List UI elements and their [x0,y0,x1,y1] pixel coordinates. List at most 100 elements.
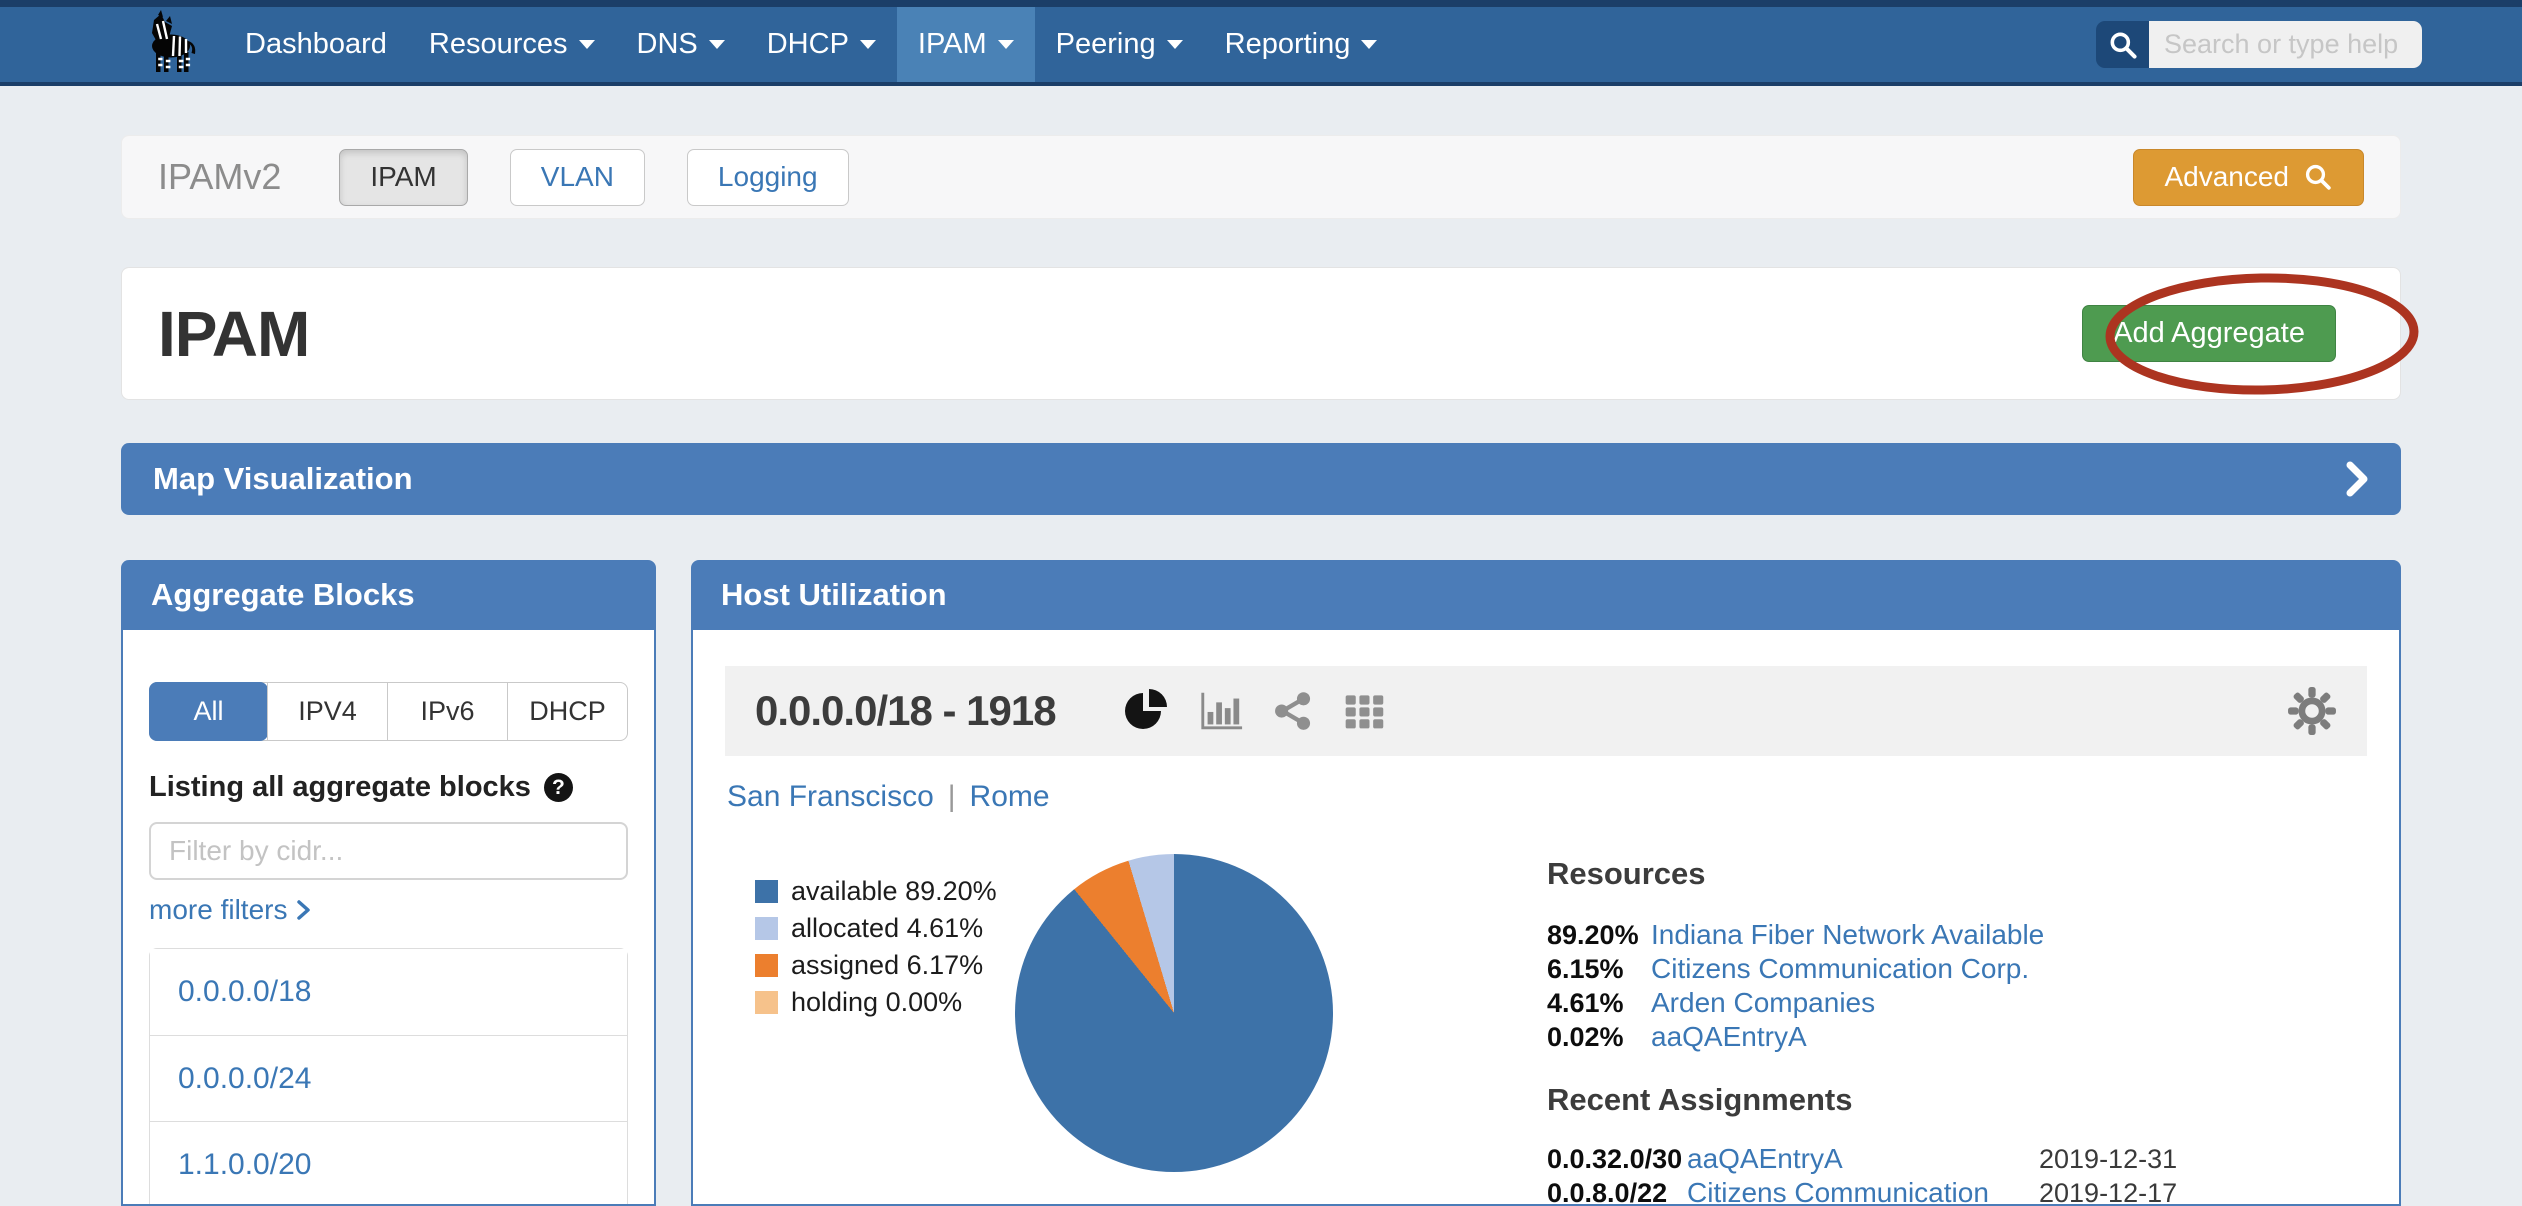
nav-item-resources[interactable]: Resources [408,7,616,82]
aggregate-blocks-body: All IPV4 IPv6 DHCP Listing all aggregate… [121,630,656,1206]
chevron-down-icon [998,40,1014,49]
host-utilization-header: Host Utilization [691,560,2401,630]
share-view-button[interactable] [1272,690,1314,732]
host-utilization-body: 0.0.0.0/18 - 1918 [691,630,2401,1206]
legend-swatch [755,991,778,1014]
advanced-search-button[interactable]: Advanced [2133,149,2364,206]
resource-link[interactable]: Citizens Communication Corp. [1651,952,2367,986]
chevron-down-icon [1167,40,1183,49]
page-title: IPAM [158,297,309,371]
table-row: 6.15% Citizens Communication Corp. [1547,952,2367,986]
search-icon [2303,162,2333,192]
tab-dhcp[interactable]: DHCP [507,683,627,740]
location-links: San Franscisco | Rome [725,780,2367,814]
search-input[interactable] [2149,21,2422,68]
chevron-down-icon [709,40,725,49]
pie-chart-view-button[interactable] [1122,687,1170,735]
table-row: 0.0.32.0/30 aaQAEntryA 2019-12-31 [1547,1142,2367,1176]
list-item[interactable]: 0.0.0.0/18 [150,949,627,1035]
location-link-san-franscisco[interactable]: San Franscisco [727,780,934,814]
aggregate-list: 0.0.0.0/18 0.0.0.0/24 1.1.0.0/20 1.1.1.0… [149,948,628,1206]
utilization-pie [1015,854,1333,1172]
assignment-date: 2019-12-17 [2039,1176,2367,1206]
cidr-filter-input[interactable] [149,822,628,880]
aggregate-filter-tabs: All IPV4 IPv6 DHCP [149,682,628,741]
toggle-logging-button[interactable]: Logging [687,149,849,206]
chevron-right-icon [2345,461,2369,497]
chevron-down-icon [579,40,595,49]
search-button[interactable] [2096,21,2149,68]
table-row: 0.02% aaQAEntryA [1547,1020,2367,1054]
main-nav: Dashboard Resources DNS DHCP IPAM Peerin… [224,7,1398,82]
block-title-bar: 0.0.0.0/18 - 1918 [725,666,2367,756]
nav-item-ipam[interactable]: IPAM [897,7,1035,82]
nav-item-dhcp[interactable]: DHCP [746,7,897,82]
assignment-link[interactable]: Citizens Communication Corp. [1687,1176,2039,1206]
bar-chart-view-button[interactable] [1198,688,1244,734]
tab-all[interactable]: All [149,682,268,741]
bar-chart-icon [1198,688,1244,734]
table-row: 89.20% Indiana Fiber Network Available [1547,918,2367,952]
ipamv2-toolbar: IPAMv2 IPAM VLAN Logging Advanced [121,135,2401,219]
zebra-logo-icon [128,9,200,81]
more-filters-link[interactable]: more filters [149,894,310,926]
chevron-down-icon [860,40,876,49]
legend-swatch [755,917,778,940]
nav-item-dns[interactable]: DNS [616,7,746,82]
legend-item-available: available 89.20% [755,876,1015,907]
nav-item-dashboard[interactable]: Dashboard [224,7,408,82]
search-icon [2107,29,2139,61]
table-row: 4.61% Arden Companies [1547,986,2367,1020]
add-aggregate-button[interactable]: Add Aggregate [2082,305,2336,362]
legend-swatch [755,880,778,903]
share-icon [1272,690,1314,732]
resources-heading: Resources [1547,856,2367,892]
resource-link[interactable]: aaQAEntryA [1651,1020,2367,1054]
legend-item-assigned: assigned 6.17% [755,950,1015,981]
list-item[interactable]: 1.1.0.0/20 [150,1121,627,1206]
resource-link[interactable]: Arden Companies [1651,986,2367,1020]
settings-button[interactable] [2287,686,2337,736]
map-visualization-title: Map Visualization [153,461,413,497]
nav-item-reporting[interactable]: Reporting [1204,7,1399,82]
help-icon[interactable]: ? [544,773,573,802]
chevron-right-icon [297,900,310,920]
legend-swatch [755,954,778,977]
map-visualization-panel[interactable]: Map Visualization [121,443,2401,515]
legend-item-allocated: allocated 4.61% [755,913,1015,944]
link-separator: | [948,780,956,814]
pie-chart-icon [1122,687,1170,735]
resources-rows: 89.20% Indiana Fiber Network Available 6… [1547,918,2367,1054]
legend-item-holding: holding 0.00% [755,987,1015,1018]
grid-view-button[interactable] [1342,689,1386,733]
gear-icon [2287,686,2337,736]
host-utilization-panel: Host Utilization 0.0.0.0/18 - 1918 [691,560,2401,1206]
utilization-chart: available 89.20% allocated 4.61% assigne… [725,854,1547,1206]
chart-legend: available 89.20% allocated 4.61% assigne… [725,876,1015,1206]
toggle-vlan-button[interactable]: VLAN [510,149,645,206]
nav-item-peering[interactable]: Peering [1035,7,1204,82]
aggregate-blocks-header: Aggregate Blocks [121,560,656,630]
aggregate-blocks-panel: Aggregate Blocks All IPV4 IPv6 DHCP List… [121,560,656,1206]
tab-ipv6[interactable]: IPv6 [387,683,507,740]
grid-icon [1342,689,1386,733]
block-title: 0.0.0.0/18 - 1918 [755,687,1056,735]
listing-label: Listing all aggregate blocks ? [149,771,628,804]
top-navbar: Dashboard Resources DNS DHCP IPAM Peerin… [0,0,2522,86]
utilization-details: Resources 89.20% Indiana Fiber Network A… [1547,854,2367,1206]
tab-ipv4[interactable]: IPV4 [267,683,387,740]
recent-assignments-rows: 0.0.32.0/30 aaQAEntryA 2019-12-31 0.0.8.… [1547,1142,2367,1206]
toolbar-title: IPAMv2 [158,156,281,198]
assignment-link[interactable]: aaQAEntryA [1687,1142,2039,1176]
resource-link[interactable]: Indiana Fiber Network Available [1651,918,2367,952]
assignment-date: 2019-12-31 [2039,1142,2367,1176]
location-link-rome[interactable]: Rome [970,780,1050,814]
global-search [2096,21,2422,68]
recent-assignments-heading: Recent Assignments [1547,1082,2367,1118]
toggle-ipam-button[interactable]: IPAM [339,149,467,206]
list-item[interactable]: 0.0.0.0/24 [150,1035,627,1121]
page-header: IPAM Add Aggregate [121,267,2401,400]
chevron-down-icon [1361,40,1377,49]
app-logo[interactable] [128,7,200,82]
table-row: 0.0.8.0/22 Citizens Communication Corp. … [1547,1176,2367,1206]
